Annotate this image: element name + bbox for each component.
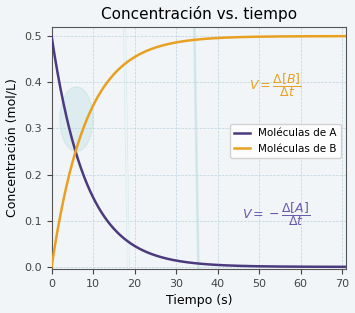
- Moléculas de B: [344, 34, 348, 38]
- Moléculas de B: [291, 34, 295, 38]
- Polygon shape: [83, 0, 170, 313]
- Moléculas de A: [291, 265, 295, 269]
- Text: $V = -\dfrac{\Delta[A]}{\Delta t}$: $V = -\dfrac{\Delta[A]}{\Delta t}$: [242, 200, 310, 228]
- Moléculas de A: [49, 34, 54, 38]
- Moléculas de A: [337, 265, 341, 269]
- Title: Concentración vs. tiempo: Concentración vs. tiempo: [101, 6, 297, 22]
- Polygon shape: [146, 0, 248, 313]
- Legend: Moléculas de A, Moléculas de B: Moléculas de A, Moléculas de B: [230, 124, 341, 158]
- Polygon shape: [146, 0, 248, 313]
- Moléculas de A: [225, 264, 229, 267]
- Moléculas de B: [49, 265, 54, 269]
- Line: Moléculas de A: Moléculas de A: [51, 36, 346, 267]
- Y-axis label: Concentración (mol/L): Concentración (mol/L): [6, 79, 18, 218]
- Moléculas de B: [225, 36, 229, 39]
- Moléculas de B: [190, 38, 194, 42]
- Moléculas de B: [191, 38, 196, 42]
- X-axis label: Tiempo (s): Tiempo (s): [166, 295, 232, 307]
- Polygon shape: [87, 0, 166, 313]
- Polygon shape: [60, 87, 93, 151]
- Moléculas de A: [209, 263, 213, 266]
- Moléculas de B: [337, 34, 341, 38]
- Moléculas de A: [344, 265, 348, 269]
- Line: Moléculas de B: Moléculas de B: [51, 36, 346, 267]
- Moléculas de A: [190, 261, 194, 265]
- Moléculas de A: [191, 261, 196, 265]
- Moléculas de B: [209, 37, 213, 40]
- Text: $V = \dfrac{\Delta[B]}{\Delta t}$: $V = \dfrac{\Delta[B]}{\Delta t}$: [249, 71, 302, 99]
